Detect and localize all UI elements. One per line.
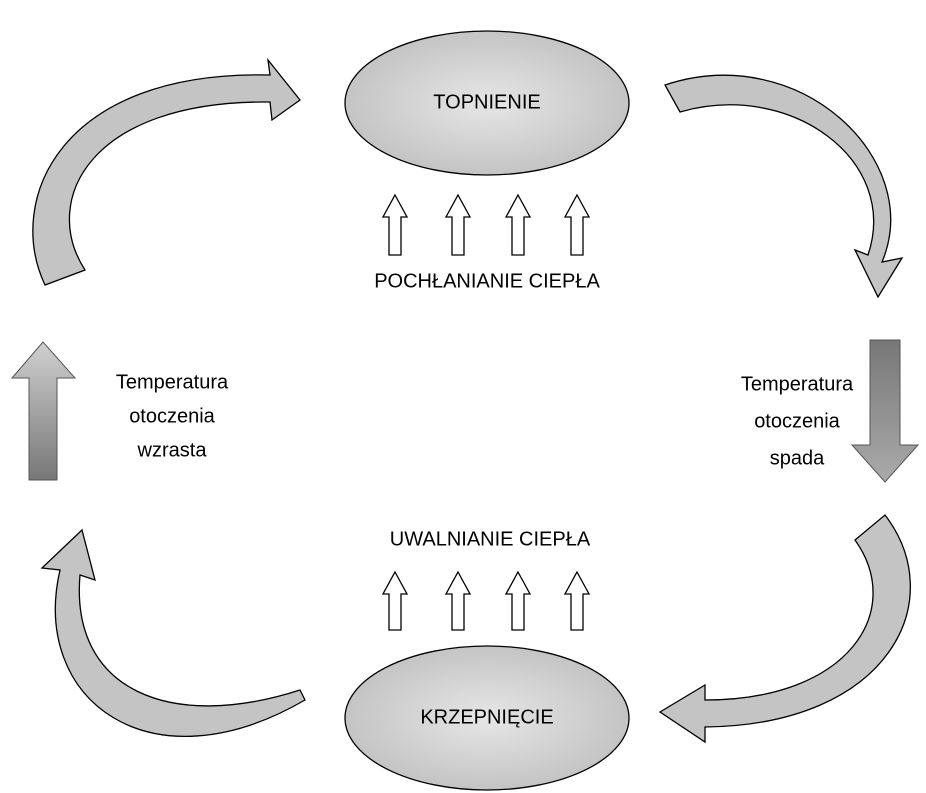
node-ellipse xyxy=(344,645,630,791)
heat-label: POCHŁANIANIE CIEPŁA xyxy=(374,270,600,292)
side-label: Temperatura xyxy=(741,373,854,395)
side-label: spada xyxy=(770,447,825,469)
curved-arrow xyxy=(664,74,904,299)
up-arrow xyxy=(381,570,409,631)
up-arrow xyxy=(504,193,532,256)
up-arrow xyxy=(381,193,409,256)
up-arrow xyxy=(563,193,591,256)
up-arrow xyxy=(444,193,472,256)
side-label: Temperatura xyxy=(116,371,229,393)
block-arrow xyxy=(850,339,920,483)
node-label: KRZEPNIĘCIE xyxy=(420,706,553,728)
heat-label: UWALNIANIE CIEPŁA xyxy=(390,528,591,550)
curved-arrow xyxy=(32,57,301,286)
curved-arrow xyxy=(658,514,911,744)
small-arrows xyxy=(381,193,591,631)
node-ellipse xyxy=(344,30,630,176)
side-label: otoczenia xyxy=(754,410,840,432)
side-label: otoczenia xyxy=(129,405,215,427)
up-arrow xyxy=(504,570,532,631)
side-label: wzrasta xyxy=(137,439,208,461)
up-arrow xyxy=(563,570,591,631)
block-arrow xyxy=(10,341,77,481)
curved-arrow xyxy=(40,528,306,737)
node-label: TOPNIENIE xyxy=(433,91,540,113)
up-arrow xyxy=(444,570,472,631)
